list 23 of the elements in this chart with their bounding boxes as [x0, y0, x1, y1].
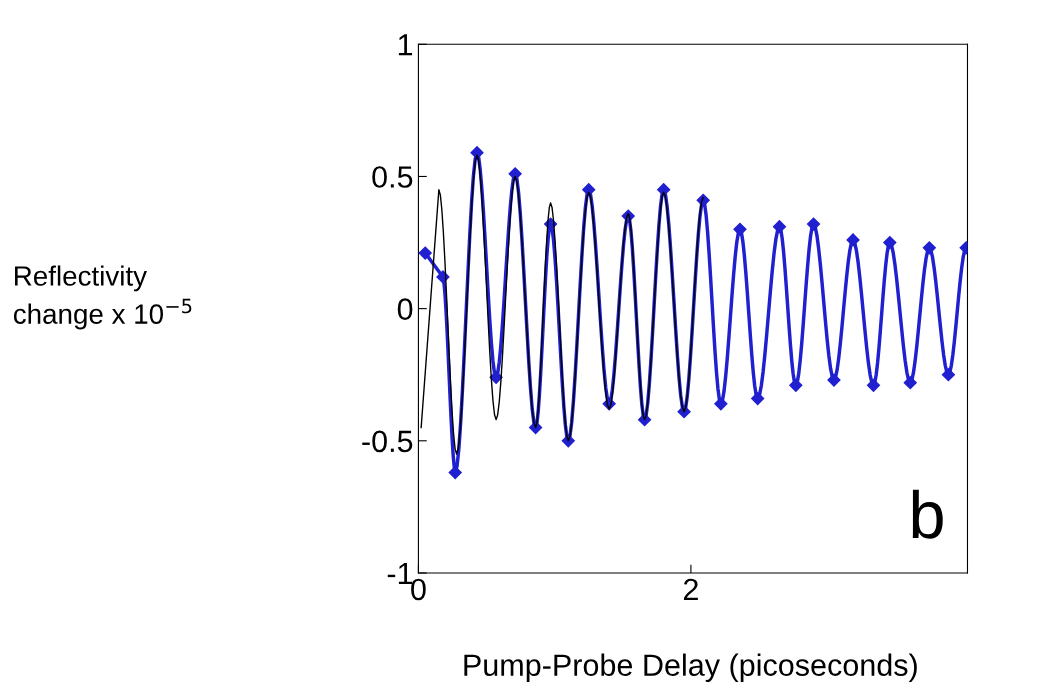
y-tick-label: 0.5 — [372, 166, 413, 188]
annotation: b — [912, 489, 943, 539]
point — [806, 217, 821, 231]
point — [489, 370, 503, 384]
point — [922, 241, 936, 255]
point — [772, 220, 787, 234]
point — [733, 222, 747, 236]
point — [903, 376, 917, 390]
point — [714, 397, 728, 411]
text: Reflectivity change x 10$^{−5}$ — [13, 265, 192, 330]
y-tick-label: 1 — [398, 34, 413, 56]
y-tick-label: -0.5 — [362, 430, 413, 453]
point — [827, 373, 841, 387]
x-tick-label: 2 — [683, 578, 698, 600]
point — [789, 378, 803, 392]
point — [751, 391, 765, 406]
point — [866, 378, 881, 392]
x-axis-title: Pump-Probe Delay (picoseconds) — [464, 653, 917, 683]
point — [846, 233, 860, 247]
point — [418, 246, 432, 260]
point — [941, 368, 955, 382]
y-tick-label: 0 — [397, 298, 413, 320]
point — [883, 235, 897, 250]
